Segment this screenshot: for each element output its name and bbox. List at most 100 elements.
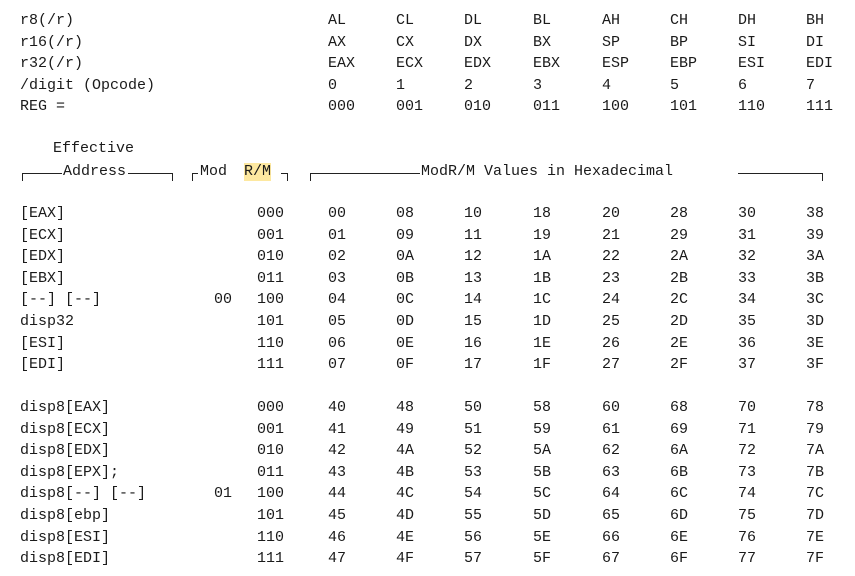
modrm-value-cell: 08 xyxy=(396,205,415,222)
mod-cell: 00 xyxy=(214,291,233,308)
modrm-value-cell: 76 xyxy=(738,529,757,546)
modrm-value-cell: 6F xyxy=(670,550,689,567)
modrm-value-cell: 7D xyxy=(806,507,825,524)
modrm-value-cell: 51 xyxy=(464,421,483,438)
modrm-value-cell: 01 xyxy=(328,227,347,244)
header-cell: EBP xyxy=(670,55,698,72)
modrm-value-cell: 38 xyxy=(806,205,825,222)
modrm-value-cell: 70 xyxy=(738,399,757,416)
modrm-value-cell: 20 xyxy=(602,205,621,222)
modrm-value-cell: 14 xyxy=(464,291,483,308)
header-cell: 001 xyxy=(396,98,424,115)
modrm-value-cell: 06 xyxy=(328,335,347,352)
modrm-value-cell: 53 xyxy=(464,464,483,481)
header-cell: 2 xyxy=(464,77,474,94)
modrm-value-cell: 35 xyxy=(738,313,757,330)
modrm-value-cell: 46 xyxy=(328,529,347,546)
modrm-value-cell: 10 xyxy=(464,205,483,222)
header-row-label: /digit (Opcode) xyxy=(20,77,156,94)
modrm-value-cell: 59 xyxy=(533,421,552,438)
modrm-value-cell: 4A xyxy=(396,442,415,459)
modrm-value-cell: 39 xyxy=(806,227,825,244)
rm-cell: 001 xyxy=(257,227,285,244)
address-rule-right xyxy=(128,173,172,174)
modrm-value-cell: 36 xyxy=(738,335,757,352)
modrm-value-cell: 0B xyxy=(396,270,415,287)
header-cell: CH xyxy=(670,12,689,29)
modrm-value-cell: 4D xyxy=(396,507,415,524)
modrm-value-cell: 6E xyxy=(670,529,689,546)
modrm-value-cell: 62 xyxy=(602,442,621,459)
modrm-value-cell: 29 xyxy=(670,227,689,244)
modrm-value-cell: 43 xyxy=(328,464,347,481)
modrm-value-cell: 1C xyxy=(533,291,552,308)
modrm-value-cell: 34 xyxy=(738,291,757,308)
header-cell: 6 xyxy=(738,77,748,94)
effective-address-cell: disp8[EDX] xyxy=(20,442,111,459)
header-cell: 7 xyxy=(806,77,816,94)
modrm-value-cell: 0C xyxy=(396,291,415,308)
modrm-value-cell: 7B xyxy=(806,464,825,481)
header-cell: EDX xyxy=(464,55,492,72)
modrm-value-cell: 56 xyxy=(464,529,483,546)
header-cell: SI xyxy=(738,34,757,51)
modrm-value-cell: 0F xyxy=(396,356,415,373)
modrm-value-cell: 17 xyxy=(464,356,483,373)
header-cell: CL xyxy=(396,12,415,29)
header-row-label: r16(/r) xyxy=(20,34,84,51)
header-cell: BL xyxy=(533,12,552,29)
modrm-value-cell: 5B xyxy=(533,464,552,481)
address-header: Address xyxy=(63,163,127,180)
modrm-value-cell: 42 xyxy=(328,442,347,459)
modrm-value-cell: 16 xyxy=(464,335,483,352)
modrm-value-cell: 7C xyxy=(806,485,825,502)
modrm-value-cell: 33 xyxy=(738,270,757,287)
modrm-value-cell: 48 xyxy=(396,399,415,416)
modrm-value-cell: 18 xyxy=(533,205,552,222)
modrm-value-cell: 61 xyxy=(602,421,621,438)
rm-cell: 111 xyxy=(257,356,285,373)
values-bracket-left xyxy=(310,173,311,181)
modrm-value-cell: 64 xyxy=(602,485,621,502)
modrm-value-cell: 4E xyxy=(396,529,415,546)
header-cell: 011 xyxy=(533,98,561,115)
modrm-value-cell: 40 xyxy=(328,399,347,416)
modrm-value-cell: 6A xyxy=(670,442,689,459)
effective-address-cell: disp8[EPX]; xyxy=(20,464,120,481)
modrm-value-cell: 11 xyxy=(464,227,483,244)
header-cell: DH xyxy=(738,12,757,29)
effective-address-cell: [--] [--] xyxy=(20,291,102,308)
effective-address-cell: [ECX] xyxy=(20,227,66,244)
modrm-value-cell: 03 xyxy=(328,270,347,287)
modrm-value-cell: 37 xyxy=(738,356,757,373)
modrm-value-cell: 77 xyxy=(738,550,757,567)
rm-cell: 110 xyxy=(257,529,285,546)
modrm-value-cell: 47 xyxy=(328,550,347,567)
rm-cell: 000 xyxy=(257,399,285,416)
modrm-value-cell: 5F xyxy=(533,550,552,567)
modrm-value-cell: 2B xyxy=(670,270,689,287)
modrm-value-cell: 02 xyxy=(328,248,347,265)
rm-cell: 101 xyxy=(257,507,285,524)
modrm-value-cell: 3C xyxy=(806,291,825,308)
header-cell: DL xyxy=(464,12,483,29)
rm-cell: 100 xyxy=(257,291,285,308)
rm-cell: 011 xyxy=(257,270,285,287)
modrm-value-cell: 23 xyxy=(602,270,621,287)
modrm-value-cell: 49 xyxy=(396,421,415,438)
header-cell: EBX xyxy=(533,55,561,72)
modrm-value-cell: 0A xyxy=(396,248,415,265)
header-cell: EAX xyxy=(328,55,356,72)
modrm-value-cell: 66 xyxy=(602,529,621,546)
modrm-value-cell: 45 xyxy=(328,507,347,524)
header-cell: AH xyxy=(602,12,621,29)
effective-address-cell: disp8[EAX] xyxy=(20,399,111,416)
mod-header: Mod xyxy=(200,163,228,180)
header-cell: 5 xyxy=(670,77,680,94)
modrm-value-cell: 73 xyxy=(738,464,757,481)
address-bracket-left xyxy=(22,173,23,181)
modrm-value-cell: 6B xyxy=(670,464,689,481)
modrm-value-cell: 65 xyxy=(602,507,621,524)
effective-address-cell: [EBX] xyxy=(20,270,66,287)
modrm-value-cell: 1D xyxy=(533,313,552,330)
